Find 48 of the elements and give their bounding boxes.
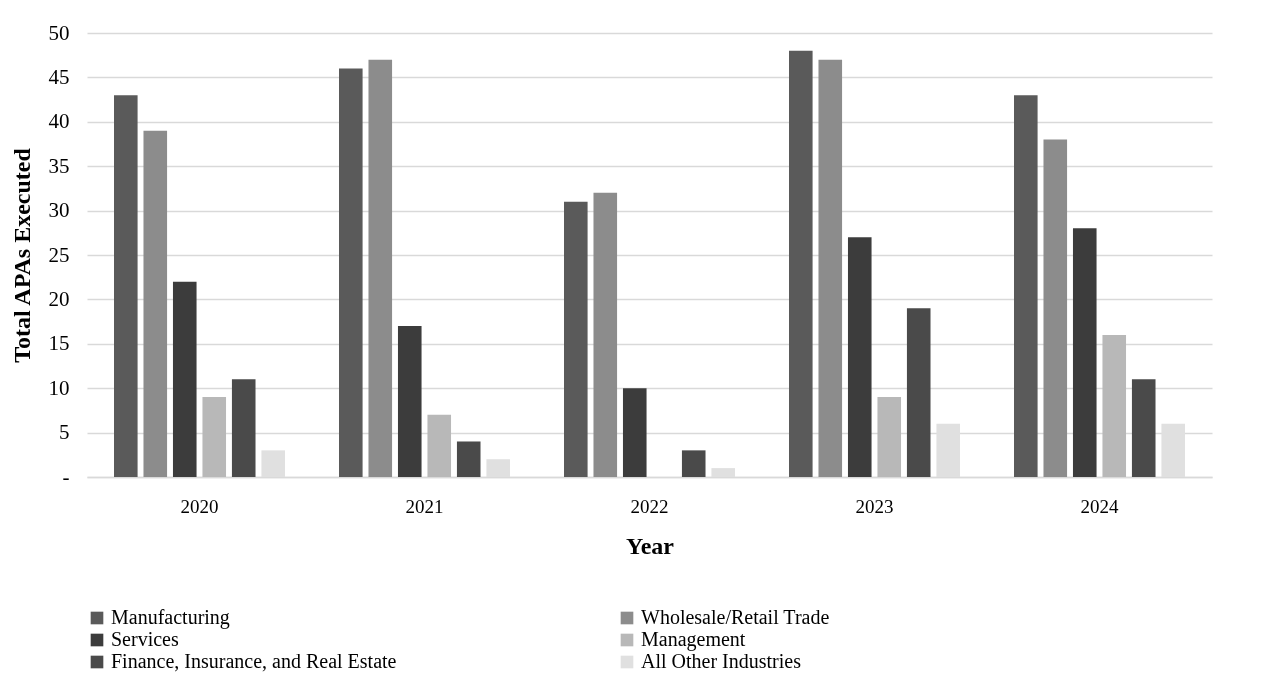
y-tick-label: 50 [48, 20, 70, 45]
y-tick-label: 15 [48, 331, 70, 356]
bar [1131, 379, 1156, 477]
bar [789, 50, 813, 477]
x-axis-title: Year [626, 532, 675, 559]
legend-label: All Other Industries [641, 650, 802, 672]
bar [622, 388, 647, 477]
bar [143, 130, 168, 477]
y-tick-label: 10 [48, 375, 70, 400]
legend-label: Management [641, 628, 746, 651]
bar [847, 237, 872, 477]
bar [172, 281, 197, 477]
bar [202, 397, 227, 477]
bar [397, 326, 422, 477]
legend-label: Finance, Insurance, and Real Estate [111, 650, 397, 672]
y-tick-label: 30 [48, 198, 70, 223]
y-tick-label: 40 [48, 109, 70, 134]
bar [1014, 95, 1038, 477]
bar [593, 192, 618, 477]
y-tick-label: 5 [59, 420, 70, 445]
y-tick-label: 45 [48, 64, 70, 89]
x-tick-label: 2021 [405, 495, 444, 517]
x-tick-label: 2020 [180, 495, 219, 517]
bar [368, 59, 393, 477]
legend-label: Wholesale/Retail Trade [641, 606, 830, 628]
bar [877, 397, 902, 477]
y-axis-title: Total APAs Executed [8, 147, 35, 363]
legend-label: Services [111, 628, 179, 650]
bar [906, 308, 931, 477]
bar [339, 68, 363, 477]
bar [231, 379, 256, 477]
bar [564, 201, 588, 477]
y-tick-label: - [62, 464, 70, 489]
bar [1072, 228, 1097, 477]
bar [681, 450, 706, 477]
bar [1043, 139, 1068, 477]
legend-label: Manufacturing [111, 606, 230, 629]
x-tick-label: 2022 [630, 495, 669, 517]
bar [818, 59, 843, 477]
bar [1102, 334, 1127, 477]
bar [456, 441, 481, 477]
x-tick-label: 2023 [855, 495, 894, 517]
bar [427, 414, 452, 477]
bar [114, 95, 138, 477]
y-tick-label: 20 [48, 286, 70, 311]
y-tick-label: 25 [48, 242, 70, 267]
x-tick-label: 2024 [1080, 495, 1119, 517]
y-tick-label: 35 [48, 153, 70, 178]
